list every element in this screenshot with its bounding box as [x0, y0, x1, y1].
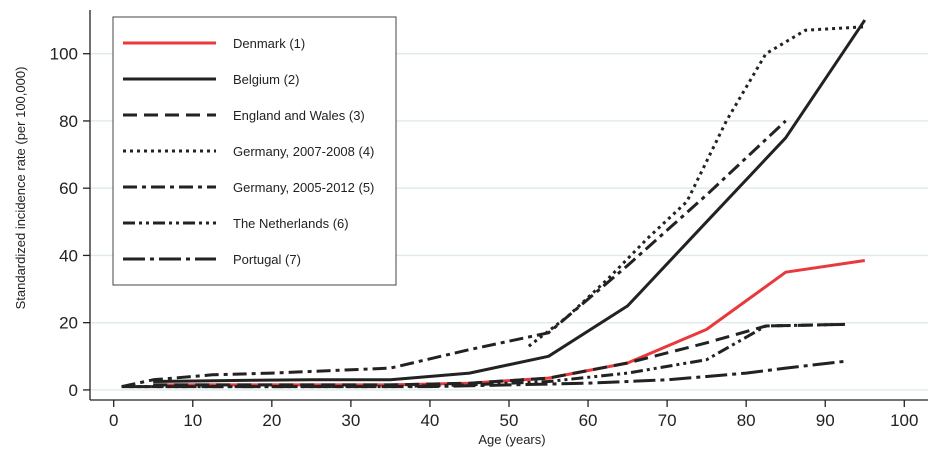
y-tick-label: 100	[50, 45, 78, 64]
x-tick-label: 90	[816, 411, 835, 430]
series-line-4	[527, 25, 865, 348]
series-lines	[121, 19, 867, 389]
legend: Denmark (1) Belgium (2) England and Wales …	[112, 16, 397, 286]
series-line-7	[129, 359, 846, 389]
y-tick-label: 60	[59, 179, 78, 198]
x-tick-label: 100	[890, 411, 918, 430]
legend-label: Germany, 2005-2012 (5)	[233, 180, 374, 195]
legend-label: Denmark (1)	[233, 36, 305, 51]
x-tick-label: 80	[737, 411, 756, 430]
legend-label: Germany, 2007-2008 (4)	[233, 144, 374, 159]
y-tick-label: 0	[69, 381, 78, 400]
x-tick-label: 70	[658, 411, 677, 430]
legend-label: Belgium (2)	[233, 72, 299, 87]
series-line-2	[153, 19, 867, 383]
series-line-5	[121, 119, 787, 389]
x-tick-label: 50	[500, 411, 519, 430]
y-tick-label: 20	[59, 314, 78, 333]
y-tick-label: 40	[59, 246, 78, 265]
legend-label: The Netherlands (6)	[233, 216, 349, 231]
legend-label: England and Wales (3)	[233, 108, 365, 123]
series-line-3	[153, 322, 846, 387]
x-tick-label: 20	[262, 411, 281, 430]
y-tick-label: 80	[59, 112, 78, 131]
tick-labels: 0 20 40 60 80 100 0 10 20 30 40 50 60 70 80 90 100	[50, 45, 919, 430]
x-tick-label: 10	[183, 411, 202, 430]
y-axis-label: Standardized incidence rate (per 100,000…	[13, 67, 28, 310]
x-tick-label: 0	[109, 411, 118, 430]
legend-label: Portugal (7)	[233, 252, 301, 267]
x-tick-label: 30	[341, 411, 360, 430]
x-tick-label: 60	[579, 411, 598, 430]
x-axis-label: Age (years)	[478, 432, 545, 447]
x-tick-label: 40	[420, 411, 439, 430]
